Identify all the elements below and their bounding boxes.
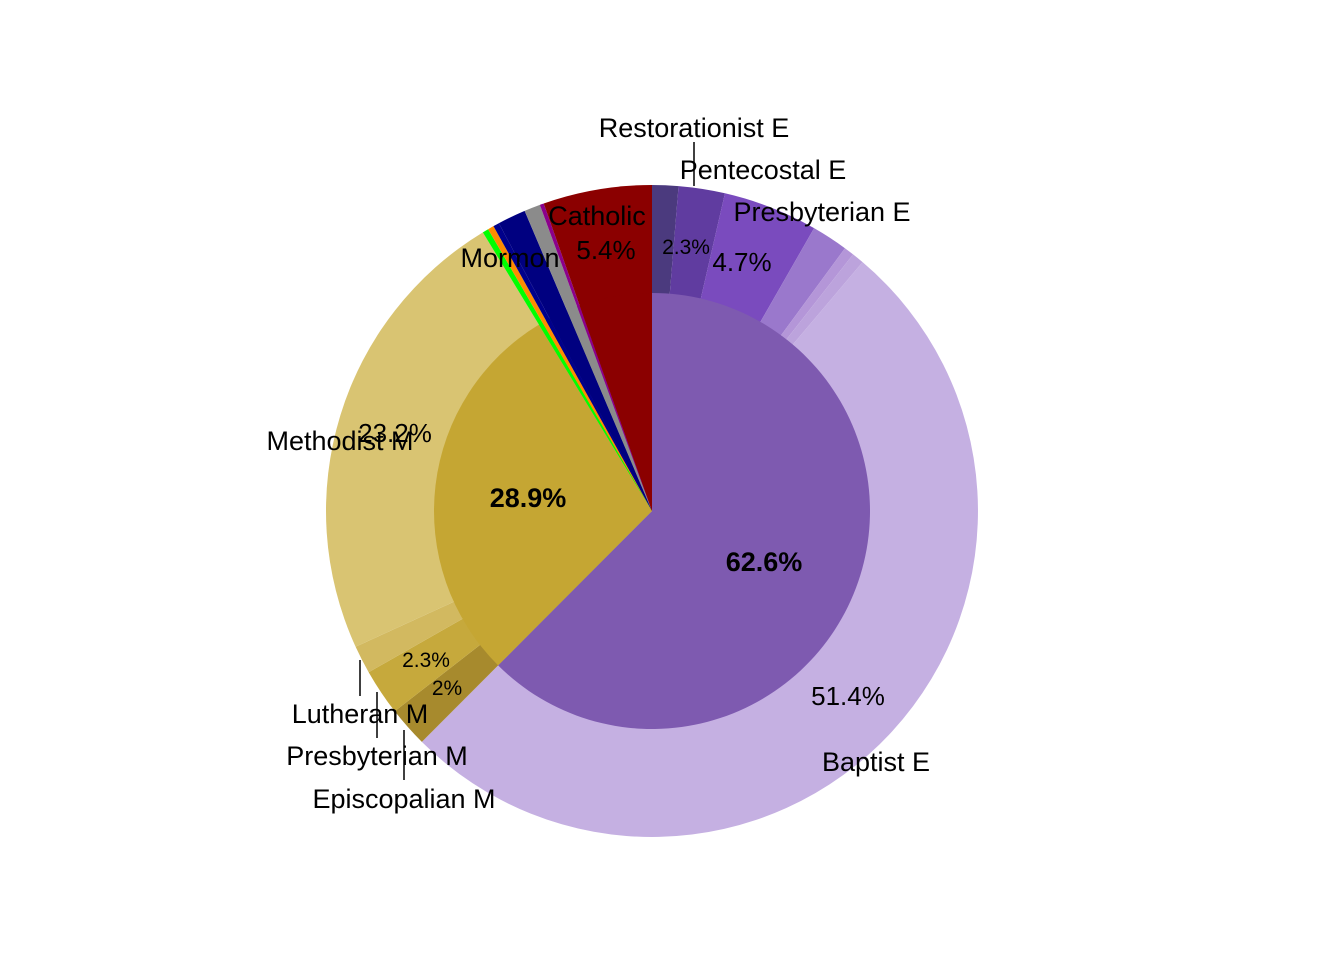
category-label-restorationist-e: Restorationist E: [599, 113, 790, 143]
inner-slice-segment-5: [549, 310, 652, 511]
category-label-pentecostal-e: Pentecostal E: [680, 155, 847, 185]
data-label-methodist-m: 23.2%: [358, 418, 432, 448]
data-label-catholic: 5.4%: [576, 235, 635, 265]
data-label-presbyterian-m: 2.3%: [402, 649, 450, 672]
inner-slice-segment-4: [545, 318, 652, 511]
inner-ring: [433, 293, 870, 729]
data-label-pentecostal-e: 4.7%: [712, 247, 771, 277]
category-label-methodist-m: Methodist M: [266, 426, 413, 456]
category-label-catholic: Catholic: [548, 201, 646, 231]
inner-slice-segment-7: [577, 305, 652, 511]
category-label-episcopalian-m: Episcopalian M: [312, 784, 495, 814]
data-label-episcopalian-m: 2%: [432, 677, 462, 700]
chart-text-labels: 62.6% 28.9% 51.4% 23.2% 5.4% 4.7% 2.3% 2…: [266, 113, 930, 814]
leader-lines: [359, 142, 695, 780]
data-label-baptist-e: 51.4%: [811, 681, 885, 711]
category-label-baptist-e: Baptist E: [822, 747, 930, 777]
inner-slice-segment-8: [579, 293, 652, 511]
category-label-mormon: Mormon: [460, 243, 559, 273]
inner-slice-segment-6: [566, 306, 652, 511]
data-label-inner-baptist: 62.6%: [726, 547, 803, 577]
data-label-restorationist-e: 2.3%: [662, 236, 710, 259]
inner-slice-segment-3: [542, 320, 652, 511]
data-label-inner-methodist: 28.9%: [490, 483, 567, 513]
inner-slice-segment-0: [498, 293, 870, 729]
inner-slice-segment-2: [538, 322, 652, 511]
category-label-presbyterian-m: Presbyterian M: [286, 741, 468, 771]
category-label-presbyterian-e: Presbyterian E: [733, 197, 910, 227]
inner-slice-segment-1: [433, 324, 652, 666]
category-label-lutheran-m: Lutheran M: [292, 699, 429, 729]
